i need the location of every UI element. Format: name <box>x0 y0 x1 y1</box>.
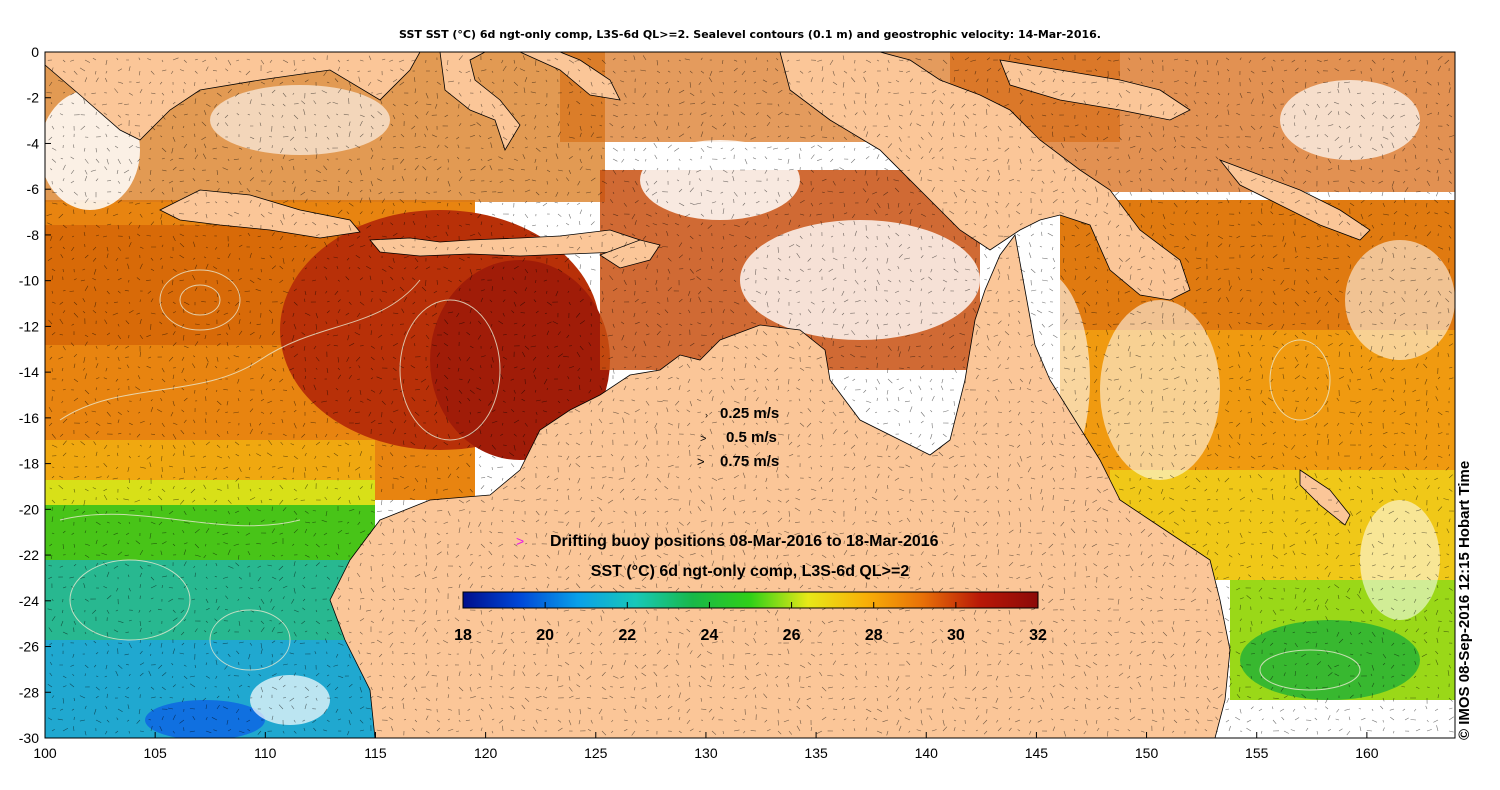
solomon-islands <box>1218 159 1371 241</box>
bismarck-islands <box>999 59 1191 121</box>
colorbar-tick-label: 32 <box>1029 627 1047 644</box>
y-tick-label: -6 <box>27 181 40 197</box>
x-tick-label: 160 <box>1355 745 1379 761</box>
buoy-marker-icon: > <box>516 533 524 549</box>
sulawesi-landmass <box>439 52 521 151</box>
y-tick-label: -26 <box>19 639 39 655</box>
y-tick-label: -22 <box>19 547 39 563</box>
borneo-landmass <box>45 52 421 141</box>
map-frame <box>44 51 1456 739</box>
x-tick-label: 150 <box>1135 745 1159 761</box>
x-tick-label: 125 <box>584 745 608 761</box>
new-guinea-landmass <box>779 52 1191 301</box>
velocity-arrow-small: › <box>705 410 708 420</box>
y-tick-label: -8 <box>27 227 40 243</box>
colorbar-gradient <box>462 591 1039 609</box>
colorbar-tick-label: 30 <box>947 627 965 644</box>
colorbar-label: SST (°C) 6d ngt-only comp, L3S-6d QL>=2 <box>591 563 910 580</box>
geostrophic-velocity-arrows <box>46 54 1455 737</box>
velocity-arrow-medium: > <box>700 433 706 445</box>
x-tick-label: 110 <box>254 745 277 761</box>
y-tick-label: -18 <box>19 456 39 472</box>
colorbar-tick-label: 26 <box>783 627 801 644</box>
velocity-legend-label-3: 0.75 m/s <box>720 453 779 470</box>
colorbar-ticks: 18 20 22 24 26 28 30 32 <box>454 602 1047 644</box>
x-axis: 100 105 110 115 120 125 130 135 140 145 150 155 160 <box>33 732 1379 761</box>
buoy-legend: > Drifting buoy positions 08-Mar-2016 to… <box>516 533 939 550</box>
colorbar-tick-label: 18 <box>454 627 472 644</box>
buoy-legend-label: Drifting buoy positions 08-Mar-2016 to 1… <box>550 533 939 550</box>
land <box>45 52 1371 738</box>
australia-landmass <box>329 234 1231 738</box>
x-tick-label: 135 <box>804 745 828 761</box>
figure-title: SST SST (°C) 6d ngt-only comp, L3S-6d QL… <box>399 28 1101 41</box>
y-axis: 0 -2 -4 -6 -8 -10 -12 -14 -16 -18 -20 -22 -24 -26 -28 -… <box>19 44 51 746</box>
sealevel-contours <box>59 269 1361 691</box>
java-landmass <box>159 189 361 239</box>
colorbar-tick-label: 28 <box>865 627 883 644</box>
x-tick-label: 105 <box>143 745 167 761</box>
colorbar: SST (°C) 6d ngt-only comp, L3S-6d QL>=2 … <box>454 563 1047 644</box>
x-tick-label: 155 <box>1245 745 1269 761</box>
y-tick-label: -16 <box>19 410 39 426</box>
x-tick-label: 140 <box>915 745 939 761</box>
colorbar-tick-label: 22 <box>618 627 636 644</box>
x-tick-label: 130 <box>694 745 718 761</box>
colorbar-tick-label: 20 <box>536 627 554 644</box>
colorbar-tick-label: 24 <box>701 627 719 644</box>
y-tick-label: -2 <box>27 90 40 106</box>
velocity-arrow-large: > <box>697 454 705 469</box>
y-tick-label: -12 <box>19 318 39 334</box>
y-tick-label: -28 <box>19 684 39 700</box>
velocity-legend-label-1: 0.25 m/s <box>720 405 779 422</box>
y-tick-label: -14 <box>19 364 39 380</box>
x-tick-label: 145 <box>1025 745 1049 761</box>
y-tick-label: -4 <box>27 135 40 151</box>
velocity-legend-label-2: 0.5 m/s <box>726 429 777 446</box>
y-tick-label: -30 <box>19 730 39 746</box>
x-tick-label: 100 <box>33 745 57 761</box>
y-tick-label: -24 <box>19 593 39 609</box>
y-tick-label: 0 <box>31 44 39 60</box>
y-tick-label: -10 <box>19 273 39 289</box>
timor-landmass <box>599 239 661 269</box>
y-tick-label: -20 <box>19 501 39 517</box>
velocity-legend: › 0.25 m/s > 0.5 m/s > 0.75 m/s <box>697 405 779 470</box>
x-tick-label: 120 <box>474 745 498 761</box>
velocity-arrow-field <box>46 54 1455 737</box>
credit-text: © IMOS 08-Sep-2016 12:15 Hobart Time <box>1456 460 1473 740</box>
x-tick-label: 115 <box>364 745 387 761</box>
maluku-islands <box>519 52 621 101</box>
